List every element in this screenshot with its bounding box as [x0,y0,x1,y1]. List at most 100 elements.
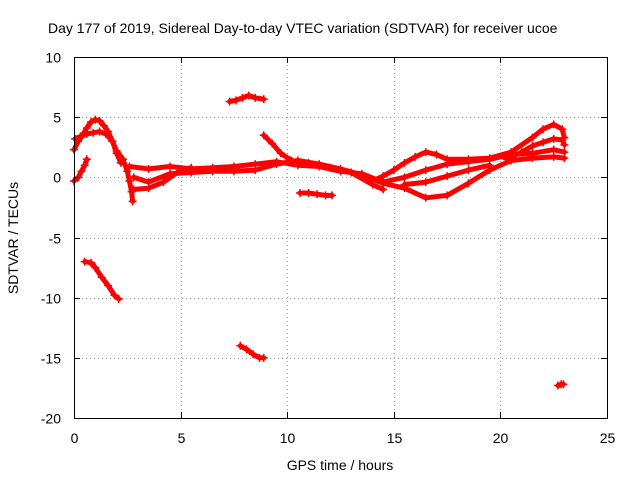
chart-title: Day 177 of 2019, Sidereal Day-to-day VTE… [48,20,558,36]
series-island-low [236,341,268,362]
data-point [242,345,251,354]
y-axis-label: SDTVAR / TECUs [5,182,21,294]
data-point [560,154,569,163]
data-point [95,116,104,125]
x-tick-label: 5 [178,430,186,446]
data-point [528,154,537,163]
data-point [325,163,334,172]
data-point [432,150,441,159]
x-axis-label: GPS time / hours [287,457,394,473]
data-series [70,91,569,390]
data-point [165,162,174,171]
series-line [370,121,567,184]
data-point [421,166,430,175]
data-point [304,158,313,167]
data-point [77,167,86,176]
data-point [549,134,558,143]
y-tick-label: -20 [41,411,61,427]
data-point [99,121,108,130]
data-point [347,168,356,177]
data-point [517,148,526,157]
data-point [89,128,98,137]
data-point [272,160,281,169]
series-island-tiny [553,380,568,390]
series-arc-peak-early [70,115,125,167]
data-point [464,166,473,175]
data-point [238,93,247,102]
data-point [91,263,100,272]
data-point [421,178,430,187]
y-tick-label: 0 [53,170,61,186]
data-point [287,156,296,165]
data-point [82,155,91,164]
data-point [114,294,123,303]
data-point [82,130,91,139]
y-tick-label: 10 [45,50,61,66]
data-point [368,176,377,185]
data-point [400,173,409,182]
x-tick-label: 25 [600,430,616,446]
data-point [110,291,119,300]
x-tick-label: 10 [280,430,296,446]
data-point [313,190,322,199]
data-point [101,130,110,139]
x-tick-label: 15 [387,430,403,446]
data-point [129,185,138,194]
data-point [125,176,134,185]
series-band-descending [259,131,388,194]
data-point [208,167,217,176]
data-point [560,140,569,149]
data-point [528,142,537,151]
data-point [389,166,398,175]
data-point [176,166,185,175]
data-point [443,155,452,164]
series-island-mid [295,188,336,200]
data-point [236,341,245,350]
x-tick-label: 0 [71,430,79,446]
y-tick-labels: -20 -15 -10 -5 0 5 10 [41,50,61,427]
data-point [268,139,277,148]
data-point [295,188,304,197]
data-point [400,158,409,167]
y-tick-label: -5 [49,231,62,247]
series-arc-drop-early [80,257,123,303]
y-tick-label: -15 [41,351,61,367]
data-point [91,115,100,124]
data-point [80,161,89,170]
data-point [549,145,558,154]
series-arc-late-cross [400,161,494,189]
data-point [144,164,153,173]
series-arc-mid-rise [368,120,569,185]
data-point [443,191,452,200]
data-point [125,162,134,171]
data-point [76,132,85,141]
data-point [379,172,388,181]
data-point [549,152,558,161]
series-island-high [225,91,268,106]
data-point [421,148,430,157]
data-point [249,350,258,359]
data-point [327,191,336,200]
data-point [464,155,473,164]
data-point [276,149,285,158]
data-point [108,137,117,146]
data-point [421,193,430,202]
data-point [159,178,168,187]
data-point [379,185,388,194]
data-point [411,152,420,161]
data-point [128,197,137,206]
data-point [187,163,196,172]
data-point [259,131,268,140]
data-point [549,120,558,129]
series-arc-early-rise [70,155,91,185]
data-point [244,91,253,100]
data-point [97,273,106,282]
data-point [485,161,494,170]
data-point [539,138,548,147]
data-point [225,97,234,106]
data-point [304,188,313,197]
axis-ticks [74,57,608,419]
data-point [558,125,567,134]
x-tick-label: 20 [493,430,509,446]
data-point [232,96,241,105]
